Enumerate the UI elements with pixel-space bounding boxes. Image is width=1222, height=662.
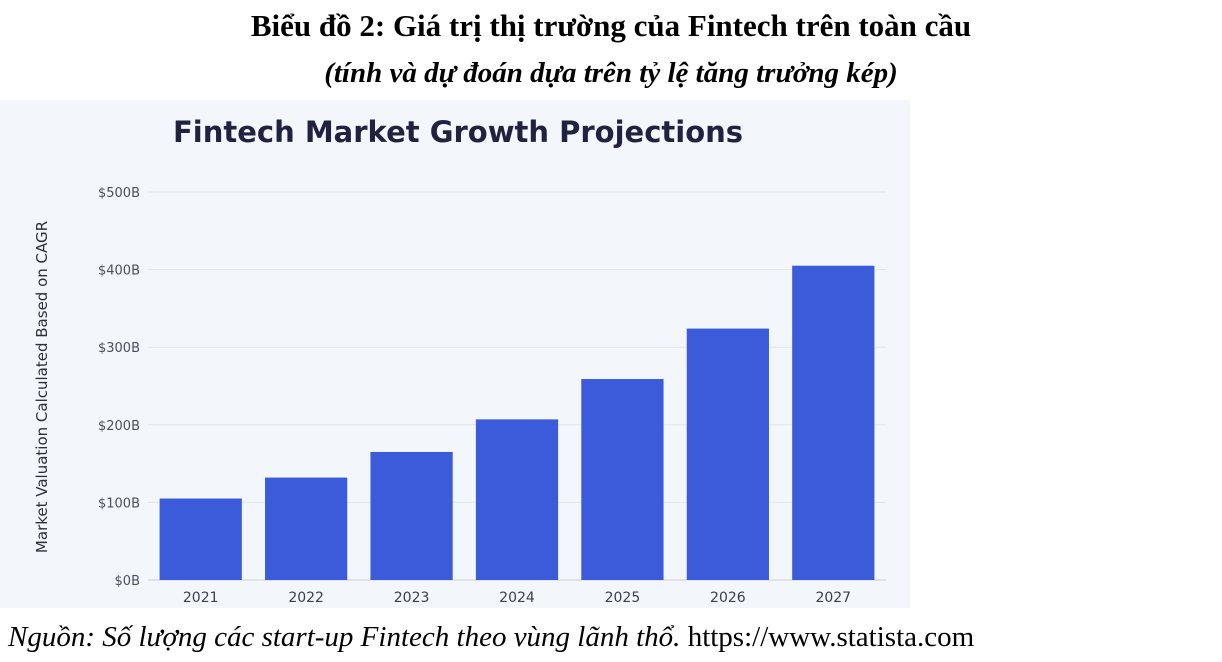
bars <box>159 265 875 580</box>
figure-caption-subtitle: (tính và dự đoán dựa trên tỷ lệ tăng trư… <box>324 57 898 89</box>
figure-caption-title: Biểu đồ 2: Giá trị thị trường của Fintec… <box>250 8 972 43</box>
y-axis-label: Market Valuation Calculated Based on CAG… <box>33 221 51 553</box>
chart-panel: Fintech Market Growth Projections Market… <box>0 100 910 608</box>
x-tick-label: 2026 <box>710 590 746 606</box>
bar-2024 <box>475 419 559 580</box>
x-tick-label: 2021 <box>183 590 219 606</box>
x-tick-label: 2022 <box>288 590 324 606</box>
y-tick-label: $0B <box>115 574 140 589</box>
source-label: Nguồn: Số lượng các start-up Fintech the… <box>8 621 681 653</box>
bar-2023 <box>370 451 453 580</box>
bar-2021 <box>159 498 242 580</box>
source-note: Nguồn: Số lượng các start-up Fintech the… <box>8 618 1218 656</box>
bar-2025 <box>581 379 664 580</box>
x-tick-label: 2027 <box>815 590 851 606</box>
y-axis-ticks: $0B $100B $200B $300B $400B $500B <box>98 186 140 589</box>
x-tick-label: 2024 <box>499 590 535 606</box>
bar-2026 <box>686 328 769 580</box>
y-tick-label: $100B <box>98 496 140 511</box>
source-url[interactable]: https://www.statista.com <box>687 621 975 653</box>
chart-title: Fintech Market Growth Projections <box>173 115 743 149</box>
y-tick-label: $400B <box>98 264 140 279</box>
x-tick-label: 2025 <box>605 590 641 606</box>
y-tick-label: $200B <box>98 419 140 434</box>
y-tick-label: $500B <box>98 186 140 201</box>
bar-2022 <box>265 477 348 580</box>
x-tick-label: 2023 <box>394 590 430 606</box>
x-axis-ticks: 2021 2022 2023 2024 2025 2026 2027 <box>183 590 851 606</box>
bar-2027 <box>792 265 875 580</box>
y-tick-label: $300B <box>98 341 140 356</box>
bar-chart: Fintech Market Growth Projections Market… <box>33 115 886 606</box>
